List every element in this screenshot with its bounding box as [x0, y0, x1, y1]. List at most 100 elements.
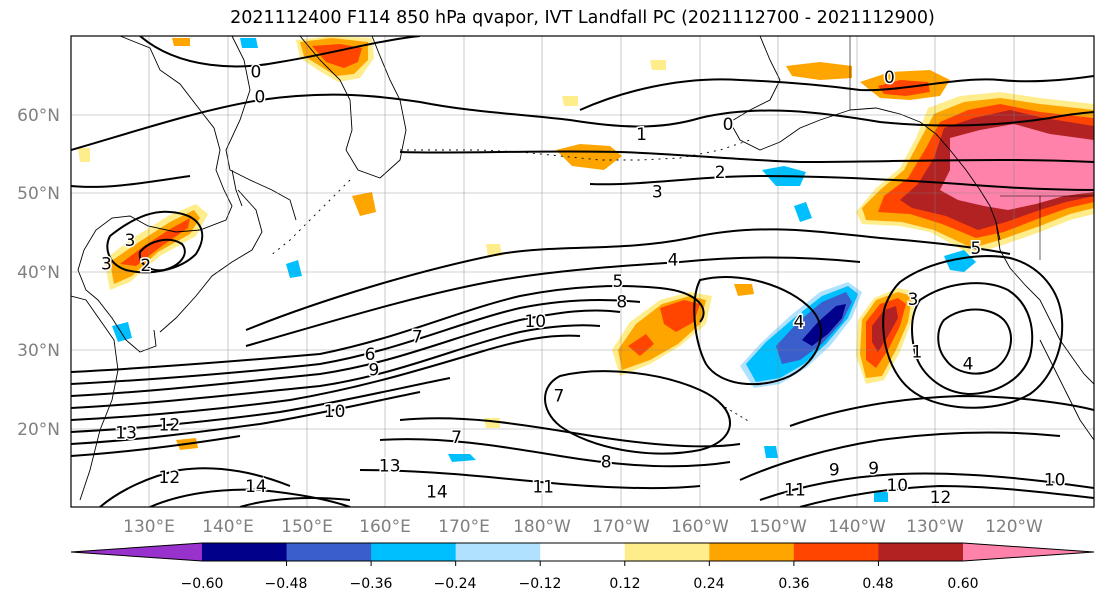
- contour-label: 11: [784, 481, 806, 501]
- lon-label-170e: 170°E: [438, 517, 490, 537]
- contour-label: 1: [912, 343, 923, 363]
- shading-orange-small-2: [352, 192, 376, 216]
- shading-blue-3: [944, 250, 976, 272]
- contour-southeast-2: [799, 485, 1094, 507]
- contour-label: 4: [668, 251, 679, 271]
- contour-label: 7: [412, 328, 423, 348]
- lat-label-20n: 20°N: [17, 420, 60, 440]
- contour-label: 9: [369, 361, 380, 381]
- lon-label-170w: 170°W: [592, 517, 650, 537]
- contour-label: 12: [159, 468, 181, 488]
- contour-label: 4: [793, 313, 804, 333]
- shading-blue-6: [448, 454, 476, 462]
- contour-3-east: [911, 282, 1034, 395]
- contour-3: [71, 175, 1094, 191]
- lat-label-60n: 60°N: [17, 106, 60, 126]
- contour-label: 6: [365, 345, 376, 365]
- contour-11: [71, 377, 451, 433]
- contour-label: 0: [723, 115, 734, 135]
- map-frame: [70, 35, 1095, 508]
- contour-10: [71, 334, 581, 421]
- colorbar-tick-024: 0.24: [693, 576, 724, 592]
- contour-label: 3: [652, 182, 663, 202]
- shading-yellow-small-5: [78, 148, 90, 162]
- contour-southeast-1: [759, 472, 1094, 501]
- contour-label: 8: [616, 292, 627, 312]
- contour-label: 12: [930, 488, 952, 508]
- colorbar-tick-048: 0.48: [862, 576, 893, 592]
- shading-yellow-small-2: [562, 96, 578, 106]
- contour-label: 5: [971, 239, 982, 259]
- qvapor-shading: [78, 36, 1094, 502]
- contour-8: [71, 309, 621, 397]
- colorbar-tick-012: 0.12: [609, 576, 640, 592]
- shading-neg-navy: [802, 304, 846, 346]
- shading-bering-orange: [786, 62, 852, 80]
- contour-label: 8: [601, 452, 612, 472]
- colorbar-bin: [202, 543, 288, 561]
- contour-sw-14: [239, 497, 351, 507]
- contour-label: 0: [254, 87, 265, 107]
- contour-southeast-3: [739, 431, 1061, 481]
- contour-south-1: [359, 469, 701, 490]
- colorbar-bin: [793, 543, 879, 561]
- contour-label: 12: [159, 416, 181, 436]
- contour-2-japan: [138, 238, 186, 272]
- contour-label: 10: [886, 476, 908, 496]
- contour-label: 13: [379, 456, 401, 476]
- contour-4: [245, 228, 1011, 331]
- shading-blue-2: [794, 202, 812, 222]
- contour-label: 2: [140, 256, 151, 276]
- contour-label: 14: [426, 482, 448, 502]
- lon-label-130w: 130°W: [906, 517, 964, 537]
- lon-label-140w: 140°W: [828, 517, 886, 537]
- lon-label-150w: 150°W: [749, 517, 807, 537]
- shading-blue-9: [240, 38, 258, 48]
- shading-blue-4: [286, 260, 302, 278]
- contour-south-loop: [544, 370, 731, 455]
- coast-asia-mainland: [77, 36, 233, 353]
- contour-12: [71, 391, 421, 445]
- colorbar-bin: [624, 543, 710, 561]
- contour-label: 4: [963, 354, 974, 374]
- contour-label: 0: [884, 68, 895, 88]
- coast-bc-us: [995, 221, 1094, 385]
- colorbar-extend-max: [963, 543, 1094, 561]
- lat-label-30n: 30°N: [17, 341, 60, 361]
- lon-label-150e: 150°E: [281, 517, 333, 537]
- contour-0-bering: [579, 75, 1094, 111]
- colorbar-tick-060: 0.60: [947, 576, 978, 592]
- shading-centralpac-red2: [628, 334, 654, 356]
- lat-label-40n: 40°N: [17, 263, 60, 283]
- lon-labels: 130°E 140°E 150°E 160°E 170°E 180°W 170°…: [123, 517, 1043, 537]
- contour-label: 13: [115, 423, 137, 443]
- contour-label: 10: [1044, 471, 1066, 491]
- contour-4-east: [882, 255, 1064, 409]
- colorbar-tick-neg060: −0.60: [181, 576, 224, 592]
- contour-label: 0: [251, 62, 262, 82]
- contour-6: [71, 285, 705, 373]
- colorbar-bin: [709, 543, 795, 561]
- colorbar-bin: [286, 543, 372, 561]
- shading-blue-8: [874, 492, 888, 502]
- shading-ecpac-darkred: [872, 306, 898, 352]
- contour-southeast-4: [789, 395, 1094, 427]
- lat-label-50n: 50°N: [17, 184, 60, 204]
- contour-south-2: [379, 438, 731, 468]
- colorbar-tick-neg048: −0.48: [265, 576, 308, 592]
- contour-sw-12: [99, 467, 291, 507]
- lon-label-140e: 140°E: [202, 517, 254, 537]
- contour-3-japan: [106, 210, 204, 274]
- contour-1: [71, 93, 1094, 151]
- contour-label: 10: [324, 402, 346, 422]
- canada-border: [849, 36, 1094, 260]
- colorbar-outline: [70, 542, 1095, 562]
- contour-label: 2: [715, 163, 726, 183]
- shading-okhotsk-red: [312, 44, 362, 68]
- shading-orange-small-4: [734, 284, 754, 296]
- contour-label: 14: [245, 477, 267, 497]
- contour-label: 11: [532, 478, 554, 498]
